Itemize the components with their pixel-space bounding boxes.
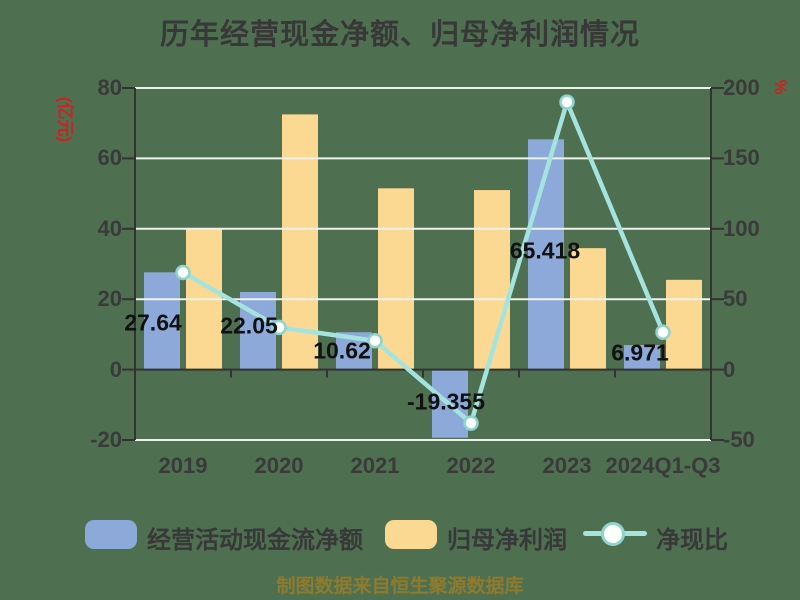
footer-note: 制图数据来自恒生聚源数据库 [276, 576, 524, 597]
legend-line-marker-icon[interactable] [601, 522, 625, 546]
bar-operating-cash [240, 291, 276, 370]
line-marker [463, 415, 479, 431]
line-marker [175, 264, 191, 281]
line-marker [655, 324, 671, 341]
line-marker [367, 332, 383, 349]
legend-label-net-profit[interactable]: 归母净利润 [447, 527, 567, 554]
legend-swatch-operating-cash[interactable] [85, 520, 137, 549]
bar-operating-cash [144, 272, 180, 370]
chart-title: 历年经营现金净额、归母净利润情况 [159, 19, 640, 51]
bar-net-profit [474, 190, 510, 370]
bar-net-profit [378, 188, 414, 370]
legend-label-operating-cash[interactable]: 经营活动现金流净额 [147, 527, 363, 554]
line-net-cash-ratio [180, 99, 666, 426]
bar-net-profit [570, 248, 606, 370]
line-marker [559, 94, 575, 110]
bar-operating-cash [624, 345, 660, 370]
legend-label-net-cash-ratio[interactable]: 净现比 [656, 527, 728, 554]
legend-swatch-net-profit[interactable] [385, 520, 437, 549]
line-marker [271, 319, 287, 336]
bar-net-profit [666, 279, 702, 370]
